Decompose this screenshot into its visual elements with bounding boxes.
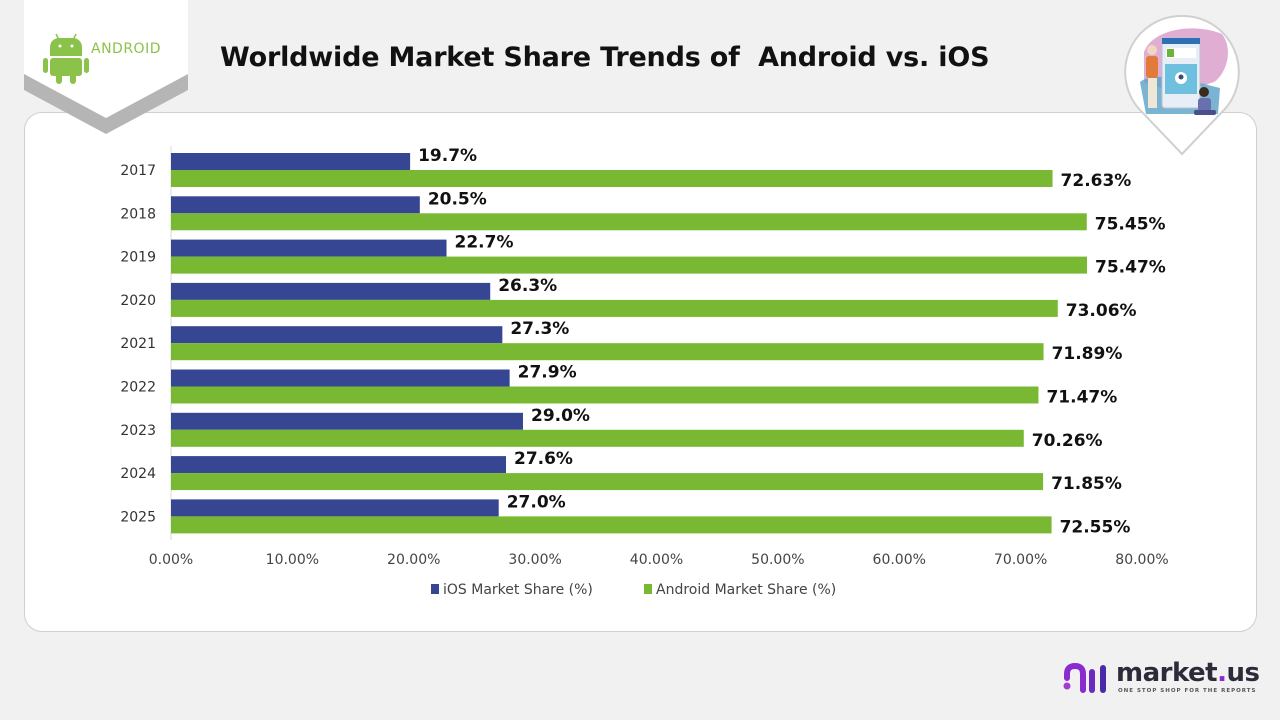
- ios-data-label: 26.3%: [498, 276, 557, 296]
- android-data-label: 75.45%: [1095, 214, 1166, 234]
- android-bar: [171, 386, 1039, 404]
- x-tick-label: 70.00%: [994, 552, 1047, 568]
- y-tick-label: 2024: [120, 466, 156, 482]
- android-data-label: 71.47%: [1046, 388, 1117, 408]
- android-data-label: 72.63%: [1061, 171, 1132, 191]
- y-tick-label: 2017: [120, 163, 156, 179]
- y-tick-label: 2019: [120, 250, 156, 266]
- x-tick-label: 0.00%: [149, 552, 193, 568]
- ios-data-label: 22.7%: [455, 233, 514, 253]
- android-data-label: 71.85%: [1051, 474, 1122, 494]
- y-tick-label: 2021: [120, 336, 156, 352]
- market-us-brand: market.us ONE STOP SHOP FOR THE REPORTS: [1062, 658, 1262, 698]
- page-title: Worldwide Market Share Trends of Android…: [220, 42, 990, 73]
- ios-data-label: 27.9%: [518, 363, 577, 383]
- legend-swatch-android: [644, 584, 652, 594]
- brand-tagline: ONE STOP SHOP FOR THE REPORTS: [1118, 688, 1257, 694]
- ios-data-label: 27.3%: [510, 319, 569, 339]
- ios-bar: [171, 239, 447, 257]
- android-bar: [171, 256, 1088, 274]
- android-bar: [171, 429, 1024, 447]
- ios-data-label: 20.5%: [428, 189, 487, 209]
- ios-data-label: 27.0%: [507, 492, 566, 512]
- y-tick-label: 2023: [120, 423, 156, 439]
- android-data-label: 70.26%: [1032, 431, 1103, 451]
- ios-bar: [171, 369, 510, 387]
- y-tick-label: 2020: [120, 293, 156, 309]
- ios-bar: [171, 499, 499, 517]
- ios-bar: [171, 196, 420, 214]
- legend-label-ios: iOS Market Share (%): [443, 582, 593, 598]
- market-us-logo-icon: [1063, 662, 1106, 693]
- ios-bar: [171, 412, 523, 430]
- x-tick-label: 40.00%: [630, 552, 683, 568]
- android-bar: [171, 170, 1053, 187]
- android-bar: [171, 213, 1087, 231]
- y-tick-label: 2022: [120, 380, 156, 396]
- y-tick-label: 2018: [120, 206, 156, 222]
- ios-data-label: 27.6%: [514, 449, 573, 469]
- android-bar: [171, 343, 1044, 361]
- android-data-label: 73.06%: [1066, 301, 1137, 321]
- android-logo-text: ANDROID: [91, 41, 161, 57]
- ios-data-label: 19.7%: [418, 146, 477, 166]
- android-robot-icon: ANDROID: [24, 0, 188, 134]
- android-bar: [171, 516, 1052, 534]
- android-data-label: 75.47%: [1095, 258, 1166, 278]
- ios-bar: [171, 282, 491, 300]
- x-tick-label: 30.00%: [508, 552, 561, 568]
- ios-bar: [171, 326, 503, 344]
- y-tick-label: 2025: [120, 509, 156, 525]
- android-data-label: 71.89%: [1052, 344, 1123, 364]
- x-tick-label: 10.00%: [266, 552, 319, 568]
- android-logo-badge: ANDROID: [24, 0, 188, 134]
- x-tick-label: 20.00%: [387, 552, 440, 568]
- people-with-phone-illustration: [1122, 12, 1242, 158]
- ios-bar: [171, 153, 411, 170]
- brand-name: market.us: [1116, 658, 1260, 688]
- ios-bar: [171, 456, 506, 474]
- x-tick-label: 60.00%: [873, 552, 926, 568]
- android-data-label: 72.55%: [1060, 517, 1131, 537]
- legend-label-android: Android Market Share (%): [656, 582, 836, 598]
- android-bar: [171, 473, 1044, 491]
- android-bar: [171, 299, 1058, 317]
- legend-swatch-ios: [431, 584, 439, 594]
- x-tick-label: 50.00%: [751, 552, 804, 568]
- x-tick-label: 80.00%: [1115, 552, 1168, 568]
- ios-data-label: 29.0%: [531, 406, 590, 426]
